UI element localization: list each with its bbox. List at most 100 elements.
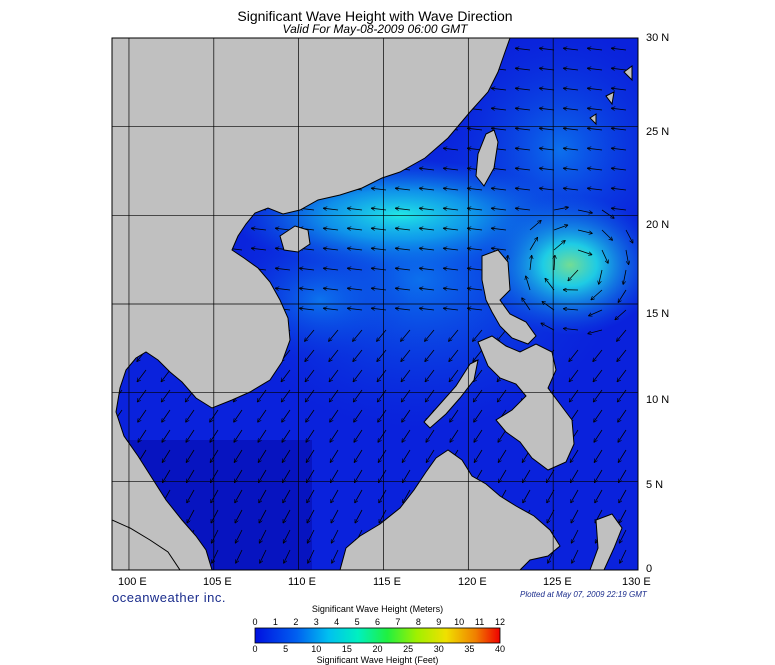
colorbar-feet-tick: 20	[372, 644, 383, 654]
wave-arrow	[282, 429, 291, 443]
wave-arrow	[283, 509, 291, 523]
wave-arrow	[577, 229, 593, 234]
wave-arrow	[611, 208, 627, 210]
wave-arrow	[186, 449, 195, 463]
wave-arrow	[601, 229, 613, 241]
wave-arrow	[402, 409, 411, 422]
map-subtitle: Valid For May-08-2009 06:00 GMT	[282, 22, 468, 36]
colorbar-meters-label: Significant Wave Height (Meters)	[311, 604, 444, 614]
wave-arrow	[401, 349, 411, 362]
wave-arrow	[496, 329, 507, 342]
oceanweather-logo: oceanweather inc.	[112, 590, 227, 605]
wave-arrow	[186, 409, 195, 422]
wave-arrow	[618, 409, 627, 422]
wave-arrow	[554, 255, 555, 271]
wave-arrow	[402, 449, 411, 463]
wave-arrow	[137, 389, 147, 402]
wave-arrow	[569, 349, 579, 362]
lat-label: 0	[646, 563, 653, 575]
wave-arrow	[611, 188, 627, 190]
wave-arrow	[443, 188, 459, 190]
colorbar-feet-label: Significant Wave Height (Feet)	[316, 655, 439, 665]
wave-arrow	[138, 409, 147, 422]
wave-arrow	[282, 449, 291, 463]
wave-arrow	[347, 288, 363, 290]
wave-arrow	[323, 288, 339, 290]
wave-arrow	[541, 322, 555, 331]
wave-arrow	[378, 429, 387, 443]
wave-arrow	[236, 549, 243, 564]
wave-arrow	[258, 449, 267, 463]
wave-arrow	[443, 148, 459, 150]
wave-arrow	[491, 128, 507, 130]
wave-arrow	[426, 449, 435, 463]
wave-arrow	[611, 68, 627, 70]
wave-arrow	[498, 449, 507, 463]
wave-arrow	[329, 389, 339, 402]
wave-arrow	[329, 349, 339, 362]
wave-arrow	[553, 207, 569, 211]
wave-arrow	[332, 549, 339, 564]
wave-arrow	[275, 228, 291, 230]
wave-arrow	[251, 248, 267, 250]
wave-arrow	[281, 389, 291, 402]
wave-arrow	[498, 469, 507, 483]
wave-arrow	[563, 309, 579, 310]
wave-arrow	[354, 409, 363, 422]
wave-arrow	[234, 409, 243, 422]
land-philippines-south	[477, 335, 575, 471]
colorbar-feet-tick: 25	[403, 644, 414, 654]
wave-arrow	[448, 329, 459, 342]
wave-arrow	[515, 68, 531, 70]
wave-arrow	[553, 240, 565, 251]
wave-arrow	[403, 489, 411, 503]
wave-arrow	[515, 168, 531, 170]
wave-arrow	[618, 529, 627, 543]
wave-arrow	[306, 449, 315, 463]
wave-arrow	[378, 449, 387, 463]
wave-arrow	[467, 208, 483, 210]
wave-arrow	[260, 549, 267, 564]
wave-arrow	[281, 369, 291, 382]
wave-arrow	[443, 248, 459, 250]
wave-arrow	[467, 128, 483, 130]
colorbar-feet-tick: 40	[494, 644, 506, 654]
wave-arrow	[282, 469, 291, 483]
wave-arrow	[553, 225, 568, 231]
wave-arrow	[522, 469, 531, 483]
wave-arrow	[618, 469, 627, 483]
wave-arrow	[617, 369, 627, 382]
wave-arrow	[539, 168, 555, 170]
wave-arrow	[474, 409, 483, 422]
colorbar-meter-tick: 0	[252, 617, 258, 627]
lat-label: 20 N	[646, 219, 670, 231]
wave-arrow	[577, 209, 593, 213]
wave-arrow	[563, 48, 579, 50]
wave-arrow	[162, 449, 171, 463]
wave-arrow	[354, 469, 363, 483]
wave-arrow	[615, 309, 627, 320]
wave-arrow	[443, 208, 459, 210]
wave-arrow	[259, 489, 267, 503]
map-title: Significant Wave Height with Wave Direct…	[237, 8, 513, 24]
wave-arrow	[529, 220, 541, 231]
colorbar	[254, 627, 501, 644]
wave-arrow	[591, 289, 603, 300]
wave-arrow	[419, 308, 435, 310]
wave-arrow	[515, 88, 531, 90]
wave-arrow	[275, 288, 291, 290]
wave-arrow	[618, 429, 627, 443]
wave-arrow	[347, 208, 363, 210]
wave-arrow	[617, 389, 627, 402]
wave-arrow	[587, 188, 603, 190]
wave-arrow	[563, 68, 579, 70]
wave-arrow	[235, 509, 243, 523]
wave-arrow	[306, 529, 315, 543]
wave-arrow	[354, 429, 363, 443]
lat-label: 30 N	[646, 32, 670, 44]
wave-arrow	[563, 168, 579, 170]
wave-arrow	[258, 529, 267, 543]
wave-arrow	[187, 489, 195, 503]
wave-arrow	[395, 208, 411, 210]
